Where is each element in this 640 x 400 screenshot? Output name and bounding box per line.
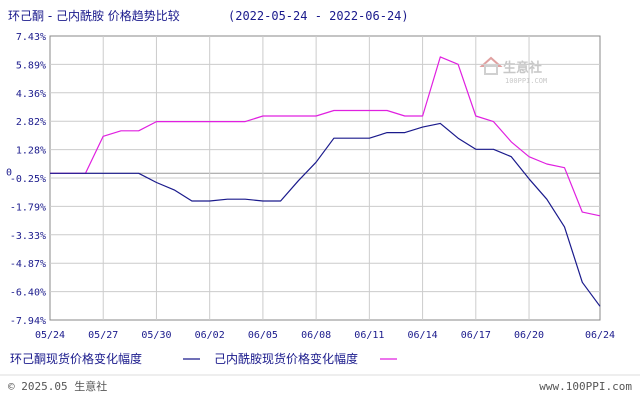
chart-title: 环己酮 - 己内酰胺 价格趋势比较	[8, 8, 180, 23]
x-tick-label: 06/14	[408, 330, 438, 341]
y-tick-label: 7.43%	[16, 32, 46, 43]
x-tick-label: 06/11	[354, 330, 384, 341]
zero-label: 0	[6, 167, 12, 178]
gridlines	[50, 36, 600, 320]
series-line-2	[50, 56, 601, 217]
chart-date-range: (2022-05-24 - 2022-06-24)	[228, 9, 409, 23]
x-tick-label: 05/24	[35, 330, 65, 341]
x-tick-label: 06/20	[514, 330, 544, 341]
y-axis-ticks: 7.43% 5.89% 4.36% 2.82% 1.28% -0.25% -1.79% -3.…	[6, 32, 46, 327]
y-tick-label: 2.82%	[16, 117, 46, 128]
legend-label-series1: 环己酮现货价格变化幅度	[10, 351, 142, 366]
y-tick-label: -3.33%	[10, 231, 46, 242]
y-tick-label: -4.87%	[10, 259, 46, 270]
x-tick-label: 06/24	[585, 330, 615, 341]
y-tick-label: -7.94%	[10, 316, 46, 327]
y-tick-label: -0.25%	[10, 174, 46, 185]
x-tick-label: 06/05	[248, 330, 278, 341]
x-axis-ticks: 05/24 05/27 05/30 06/02 06/05 06/08 06/11 06/14…	[35, 330, 615, 341]
y-tick-label: 4.36%	[16, 89, 46, 100]
x-tick-label: 06/08	[301, 330, 331, 341]
legend-label-series2: 己内酰胺现货价格变化幅度	[214, 351, 358, 366]
y-tick-label: -1.79%	[10, 202, 46, 213]
watermark-url: 100PPI.COM	[505, 77, 547, 85]
watermark-logo: 生意社 100PPI.COM	[479, 56, 547, 85]
x-tick-label: 05/27	[88, 330, 118, 341]
y-tick-label: -6.40%	[10, 288, 46, 299]
footer-url: www.100PPI.com	[539, 380, 632, 393]
x-tick-label: 06/02	[195, 330, 225, 341]
legend: 环己酮现货价格变化幅度 己内酰胺现货价格变化幅度	[10, 351, 397, 366]
y-tick-label: 1.28%	[16, 146, 46, 157]
footer-copyright: © 2025.05 生意社	[8, 379, 107, 393]
y-tick-label: 5.89%	[16, 60, 46, 71]
series-lines	[50, 56, 601, 307]
series-line-1	[50, 122, 601, 307]
house-logo-body	[484, 65, 498, 75]
x-tick-label: 06/17	[461, 330, 491, 341]
x-tick-label: 05/30	[141, 330, 171, 341]
watermark-name: 生意社	[503, 60, 542, 76]
